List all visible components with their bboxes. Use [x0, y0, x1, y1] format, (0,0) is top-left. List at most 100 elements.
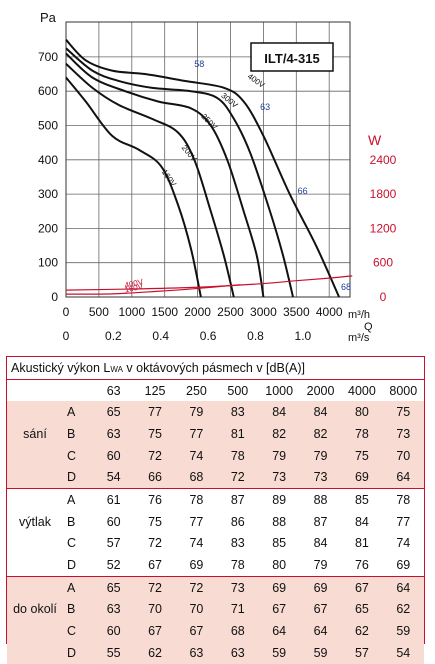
x-tick-label: 2000 — [184, 305, 211, 319]
table-cell: 85 — [272, 536, 287, 551]
x2-tick-label: 0 — [63, 329, 70, 343]
table-cell: 63 — [175, 641, 218, 664]
table-cell: 67 — [175, 620, 218, 642]
table-cell: 79 — [313, 558, 328, 573]
table-cell: 81 — [354, 536, 369, 551]
table-cell: 59 — [258, 641, 300, 664]
table-cell: 73 — [299, 466, 342, 489]
table-cell: 60 — [93, 620, 135, 642]
table-cell: 57 — [341, 641, 383, 664]
efficiency-label: 66 — [298, 186, 308, 196]
table-cell: 59 — [299, 641, 342, 664]
table-cell: 65 — [93, 575, 135, 599]
table-cell: 63 — [217, 641, 259, 664]
table-cell: 85 — [341, 488, 383, 511]
pressure-curve-200V — [65, 63, 235, 298]
group-name — [7, 488, 63, 511]
table-cell: 65 — [93, 401, 135, 424]
position-label: C — [67, 536, 77, 551]
group-name — [7, 401, 63, 424]
table-cell: 72 — [134, 575, 176, 599]
x2-tick-label: 1.0 — [295, 329, 312, 343]
table-cell: 75 — [382, 401, 424, 424]
frequency-header: 250 — [186, 383, 207, 398]
frequency-header: 1000 — [265, 383, 294, 398]
group-name — [7, 444, 63, 467]
table-cell: 80 — [272, 558, 287, 573]
group-name — [7, 533, 63, 555]
curve-label-250V: 250V — [199, 112, 219, 132]
table-cell: 78 — [382, 488, 424, 511]
x-unit-label: m³/h — [348, 309, 370, 321]
position-label: D — [67, 558, 77, 573]
y-tick-label: 0 — [51, 290, 58, 304]
table-cell: 75 — [341, 444, 383, 467]
table-cell: 67 — [258, 598, 300, 621]
position-label: A — [63, 401, 93, 424]
x2-tick-label: 0.6 — [200, 329, 217, 343]
x-tick-label: 3000 — [250, 305, 277, 319]
table-cell: 61 — [93, 488, 135, 511]
table-cell: 72 — [217, 466, 259, 489]
table-cell: 74 — [175, 444, 218, 467]
x-tick-label: 500 — [89, 305, 109, 319]
position-label: C — [63, 444, 93, 467]
pressure-curve-300V — [65, 47, 294, 298]
table-cell: 77 — [189, 514, 204, 529]
table-cell: 54 — [93, 466, 135, 489]
table-cell: 70 — [134, 598, 176, 621]
table-cell: 67 — [148, 558, 163, 573]
table-cell: 62 — [341, 620, 383, 642]
table-cell: 64 — [382, 466, 424, 489]
table-cell: 64 — [299, 620, 342, 642]
table-cell: 77 — [175, 423, 218, 445]
chart-title: ILT/4-315 — [264, 51, 319, 66]
group-name: výtlak — [19, 514, 51, 529]
table-cell: 62 — [382, 598, 424, 621]
pressure-curve-250V — [65, 52, 265, 298]
table-row: výtlak B 60 75 77 86 88 87 84 77 — [7, 511, 424, 533]
fan-performance-chart: 0 100 200 300 400 500 600 700 0 600 1200 1800 2400 0 5… — [38, 10, 397, 344]
table-row: sání B 63 75 77 81 82 82 78 73 — [7, 423, 424, 445]
table-cell: 68 — [217, 620, 259, 642]
table-cell: 64 — [382, 575, 424, 599]
table-cell: 63 — [93, 423, 135, 445]
table-cell: 72 — [148, 536, 163, 551]
table-cell: 78 — [341, 423, 383, 445]
sound-power-table-frame: Akustický výkon LWA v oktávových pásmech… — [6, 356, 425, 664]
y-tick-label: 400 — [38, 153, 58, 167]
table-cell: 84 — [258, 401, 300, 424]
table-row: A 61 76 78 87 89 88 85 78 — [7, 488, 424, 511]
frequency-header: 2000 — [306, 383, 335, 398]
power-curves — [65, 275, 353, 295]
efficiency-label: 58 — [194, 59, 204, 69]
table-cell: 69 — [258, 575, 300, 599]
table-cell: 82 — [299, 423, 342, 445]
table-cell: 78 — [217, 444, 259, 467]
x-tick-label: 3500 — [283, 305, 310, 319]
table-cell: 60 — [106, 514, 121, 529]
x-tick-label: 1000 — [118, 305, 145, 319]
left-axis-label: Pa — [40, 10, 57, 25]
table-cell: 67 — [299, 598, 342, 621]
table-cell: 79 — [258, 444, 300, 467]
table-cell: 59 — [382, 620, 424, 642]
model-box — [250, 42, 334, 72]
y-tick-label: 200 — [38, 221, 58, 235]
group-name: sání — [7, 423, 63, 445]
table-row: C 57 72 74 83 85 84 81 74 — [7, 533, 424, 555]
frequency-header: 4000 — [348, 383, 376, 398]
table-cell: 88 — [299, 488, 342, 511]
table-cell: 81 — [217, 423, 259, 445]
group-name — [7, 554, 63, 576]
table-cell: 80 — [341, 401, 383, 424]
table-cell: 60 — [93, 444, 135, 467]
curve-label-200V: 200V — [180, 143, 199, 164]
position-label: D — [63, 641, 93, 664]
table-row: C 60 67 67 68 64 64 62 59 — [7, 620, 424, 642]
x2-tick-label: 0.8 — [247, 329, 264, 343]
power-label-400V: 400V — [124, 277, 145, 290]
table-cell: 57 — [106, 536, 121, 551]
table-cell: 86 — [230, 514, 245, 529]
table-cell: 69 — [396, 558, 411, 573]
